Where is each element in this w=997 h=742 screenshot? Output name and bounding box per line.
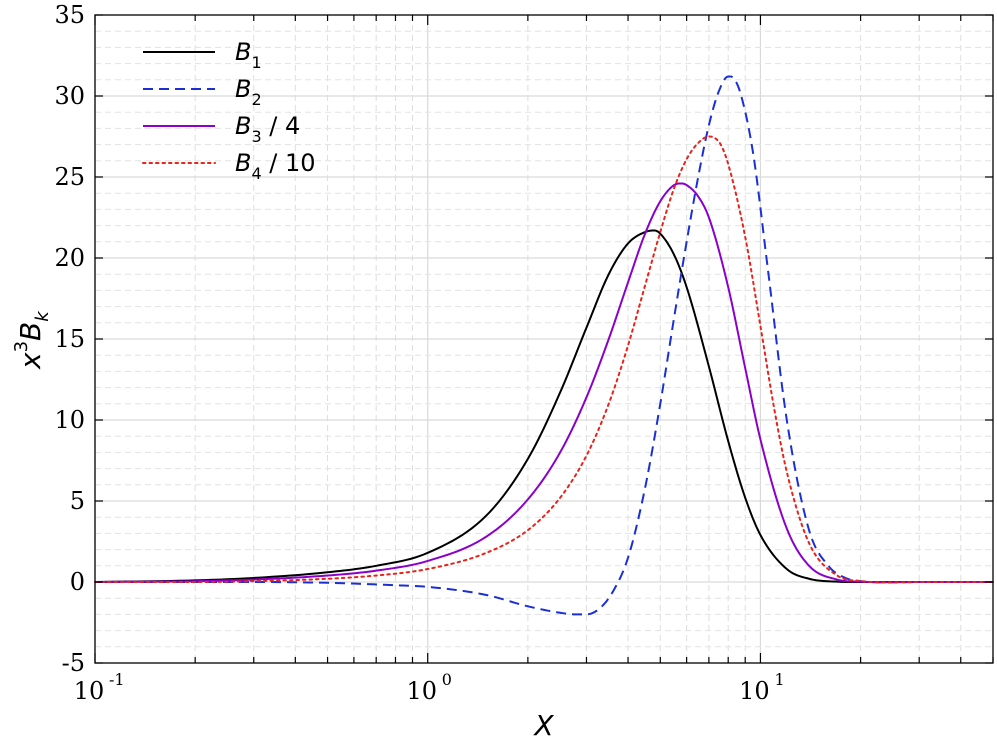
legend-label-3: B3 / 4 xyxy=(235,112,300,146)
y-tick-label: 15 xyxy=(54,325,85,353)
y-tick-label: 25 xyxy=(54,163,85,191)
legend-label-4: B4 / 10 xyxy=(235,149,316,183)
y-tick-label: -5 xyxy=(62,649,85,677)
y-tick-label: 20 xyxy=(54,244,85,272)
y-axis-title-base: x xyxy=(14,352,47,370)
y-tick-label: 35 xyxy=(54,1,85,29)
legend-label-1: B1 xyxy=(235,38,262,72)
x-tick-label-exponent: 0 xyxy=(442,670,452,689)
y-axis-title-sub: k xyxy=(32,310,53,322)
y-tick-label: 30 xyxy=(54,82,85,110)
series-line-3 xyxy=(94,182,993,584)
x-tick-label-exponent: 1 xyxy=(774,670,784,689)
x-tick-label: 10 xyxy=(739,677,770,705)
series-layer xyxy=(94,75,994,616)
y-axis-title: x3Bk xyxy=(11,310,53,370)
y-tick-label: 0 xyxy=(70,568,85,596)
legend-label-2: B2 xyxy=(235,75,262,109)
y-axis-title-sup: 3 xyxy=(11,341,32,352)
series-line-2 xyxy=(95,75,993,616)
grid xyxy=(94,15,994,663)
x-tick-label-exponent: -1 xyxy=(109,670,125,689)
x-tick-label: 10 xyxy=(406,677,437,705)
series-line-4 xyxy=(94,135,994,584)
y-tick-label: 10 xyxy=(54,406,85,434)
y-tick-label: 5 xyxy=(70,487,85,515)
series-line-1 xyxy=(94,229,993,584)
y-axis-title-main: B xyxy=(14,322,47,341)
x-axis-title: X xyxy=(532,709,554,742)
x-tick-label: 10 xyxy=(74,677,105,705)
